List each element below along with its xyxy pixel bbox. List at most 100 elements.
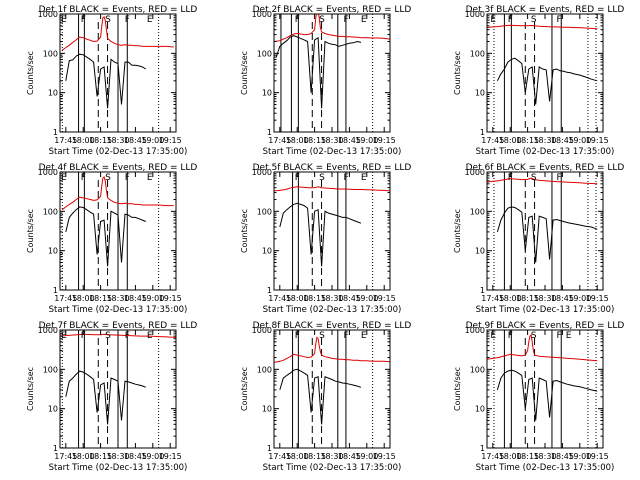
x-tick-label: 18:45 bbox=[124, 452, 147, 461]
y-tick-label: 1 bbox=[480, 286, 485, 295]
x-axis-label: Start Time (02-Dec-13 17:35:00) bbox=[49, 463, 188, 473]
region-marker-label: S bbox=[319, 173, 325, 183]
y-axis-label: Counts/sec bbox=[453, 51, 462, 95]
y-tick-label: 100 bbox=[257, 49, 272, 58]
x-tick-label: 18:00 bbox=[499, 136, 522, 145]
region-marker-label: S bbox=[531, 331, 537, 341]
x-axis-label: Start Time (02-Dec-13 17:35:00) bbox=[49, 147, 188, 157]
x-tick-label: 18:45 bbox=[124, 136, 147, 145]
region-marker-label: F bbox=[508, 331, 513, 341]
panel-title: Det 5f BLACK = Events, RED = LLD bbox=[253, 163, 412, 173]
x-tick-label: 17:45 bbox=[268, 294, 291, 303]
x-tick-label: 19:15 bbox=[159, 136, 182, 145]
region-marker-label: F bbox=[343, 15, 348, 25]
y-tick-label: 10 bbox=[262, 89, 272, 98]
x-tick-label: 18:45 bbox=[551, 452, 574, 461]
y-tick-label: 1000 bbox=[38, 10, 58, 19]
events-series-line bbox=[496, 57, 598, 105]
x-tick-label: 18:30 bbox=[320, 136, 343, 145]
plot-area bbox=[487, 14, 598, 132]
y-tick-label: 10 bbox=[48, 247, 58, 256]
x-tick-label: 17:45 bbox=[268, 136, 291, 145]
region-marker-label: F bbox=[125, 331, 130, 341]
plot-area bbox=[61, 172, 174, 290]
x-tick-label: 18:00 bbox=[72, 452, 95, 461]
region-marker-label: S bbox=[319, 331, 325, 341]
panel-title: Det 4f BLACK = Events, RED = LLD bbox=[39, 163, 198, 173]
y-tick-label: 1000 bbox=[465, 168, 485, 177]
region-marker-label: E bbox=[490, 331, 496, 341]
x-tick-label: 19:00 bbox=[355, 294, 378, 303]
x-tick-label: 19:15 bbox=[373, 136, 396, 145]
x-tick-label: 19:00 bbox=[141, 294, 164, 303]
x-tick-label: 19:00 bbox=[568, 294, 591, 303]
x-tick-label: 18:30 bbox=[320, 452, 343, 461]
x-tick-label: 18:00 bbox=[286, 452, 309, 461]
x-tick-label: 18:30 bbox=[106, 452, 129, 461]
region-marker-label: S bbox=[531, 15, 537, 25]
y-tick-label: 1000 bbox=[252, 168, 272, 177]
region-marker-label: E bbox=[490, 15, 496, 25]
region-marker-label: S bbox=[319, 15, 325, 25]
plot-area bbox=[274, 14, 390, 132]
x-tick-label: 18:45 bbox=[124, 294, 147, 303]
region-marker-label: F bbox=[343, 331, 348, 341]
x-axis-label: Start Time (02-Dec-13 17:35:00) bbox=[49, 305, 188, 315]
x-tick-label: 18:00 bbox=[499, 452, 522, 461]
x-tick-label: 17:45 bbox=[54, 136, 77, 145]
x-tick-label: 18:45 bbox=[338, 452, 361, 461]
y-axis-label: Counts/sec bbox=[26, 367, 35, 411]
x-tick-label: 18:15 bbox=[89, 136, 112, 145]
events-series-line bbox=[65, 53, 147, 109]
x-tick-label: 19:15 bbox=[586, 294, 609, 303]
region-marker-label: S bbox=[105, 15, 111, 25]
y-axis-label: Counts/sec bbox=[240, 209, 249, 253]
y-tick-label: 10 bbox=[262, 405, 272, 414]
lld-series-line bbox=[487, 333, 598, 362]
y-tick-label: 100 bbox=[257, 365, 272, 374]
y-tick-label: 1 bbox=[53, 128, 58, 137]
events-series-line bbox=[65, 206, 146, 267]
panel-title: Det 6f BLACK = Events, RED = LLD bbox=[466, 163, 625, 173]
region-marker-label: E bbox=[147, 331, 153, 341]
region-marker-label: F bbox=[556, 173, 561, 183]
detector-panel: E E F F S 1 10 100 1000 17:4518:0018:1518:3018:45… bbox=[26, 163, 197, 315]
x-axis-label: Start Time (02-Dec-13 17:35:00) bbox=[263, 305, 402, 315]
x-axis-label: Start Time (02-Dec-13 17:35:00) bbox=[476, 463, 615, 473]
x-tick-label: 18:15 bbox=[303, 294, 326, 303]
x-tick-label: 18:15 bbox=[303, 136, 326, 145]
x-tick-label: 18:00 bbox=[72, 136, 95, 145]
panel-title: Det 3f BLACK = Events, RED = LLD bbox=[466, 5, 625, 15]
y-tick-label: 100 bbox=[43, 207, 58, 216]
y-tick-label: 100 bbox=[470, 207, 485, 216]
x-tick-label: 18:15 bbox=[303, 452, 326, 461]
y-tick-label: 1000 bbox=[465, 10, 485, 19]
x-tick-label: 18:15 bbox=[516, 294, 539, 303]
events-series-line bbox=[496, 369, 598, 421]
events-series-line bbox=[279, 368, 362, 425]
x-tick-label: 19:00 bbox=[141, 452, 164, 461]
y-tick-label: 10 bbox=[475, 89, 485, 98]
x-tick-label: 17:45 bbox=[481, 452, 504, 461]
x-tick-label: 18:30 bbox=[320, 294, 343, 303]
x-tick-label: 17:45 bbox=[481, 294, 504, 303]
region-marker-label: F bbox=[295, 15, 300, 25]
plot-area bbox=[487, 330, 598, 448]
x-axis-label: Start Time (02-Dec-13 17:35:00) bbox=[476, 305, 615, 315]
region-marker-label: F bbox=[508, 15, 513, 25]
x-tick-label: 19:15 bbox=[586, 136, 609, 145]
x-tick-label: 17:45 bbox=[54, 452, 77, 461]
y-tick-label: 1 bbox=[53, 286, 58, 295]
y-tick-label: 1 bbox=[480, 444, 485, 453]
y-tick-label: 10 bbox=[48, 89, 58, 98]
region-marker-label: S bbox=[105, 173, 111, 183]
y-tick-label: 100 bbox=[470, 365, 485, 374]
x-tick-label: 19:00 bbox=[355, 452, 378, 461]
region-marker-label: F bbox=[81, 15, 86, 25]
region-marker-label: E bbox=[61, 173, 67, 183]
region-marker-label: E bbox=[61, 331, 67, 341]
region-marker-label: F bbox=[295, 331, 300, 341]
y-tick-label: 10 bbox=[48, 405, 58, 414]
